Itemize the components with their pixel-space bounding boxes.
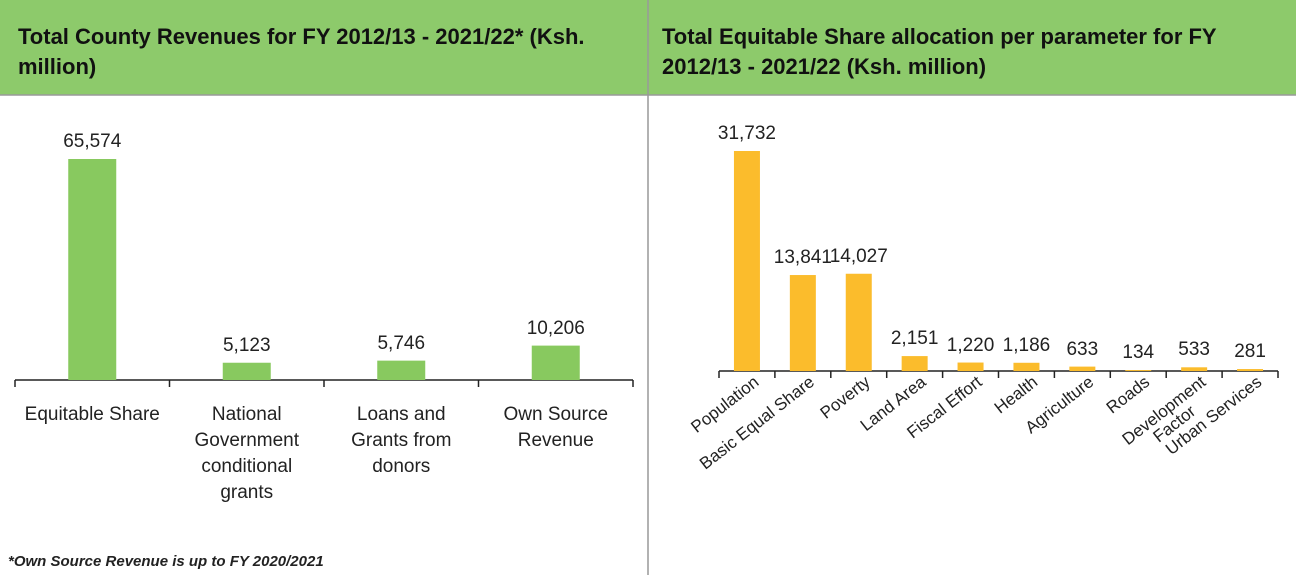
bar	[222, 362, 271, 380]
footnote: *Own Source Revenue is up to FY 2020/202…	[8, 553, 324, 570]
bar	[377, 360, 426, 380]
bar	[957, 362, 984, 371]
value-label: 1,186	[1002, 334, 1051, 356]
value-label: 65,574	[63, 131, 122, 152]
bar	[531, 345, 580, 380]
value-label: 633	[1066, 338, 1099, 360]
bar	[1125, 370, 1152, 371]
bar	[68, 159, 117, 380]
value-label: 1,220	[946, 334, 995, 356]
left-title: Total County Revenues for FY 2012/13 - 2…	[0, 0, 648, 95]
bar	[1181, 367, 1208, 371]
value-label: 134	[1122, 342, 1155, 364]
value-label: 281	[1234, 341, 1266, 363]
category-label: Loans and Grants from donors	[351, 404, 452, 477]
bar	[901, 356, 928, 371]
bar	[1013, 362, 1040, 371]
right-title: Total Equitable Share allocation per par…	[648, 0, 1296, 95]
value-label: 5,123	[222, 334, 271, 356]
bar	[1069, 366, 1096, 371]
value-label: 533	[1178, 339, 1210, 361]
category-label: Own Source Revenue	[503, 404, 609, 451]
bar	[733, 151, 760, 371]
value-label: 31,732	[717, 123, 776, 144]
category-label: National Government conditional grants	[194, 404, 300, 503]
value-label: 2,151	[890, 328, 939, 350]
bar	[1237, 369, 1264, 371]
category-label: Equitable Share	[24, 404, 160, 425]
bar	[789, 275, 816, 371]
value-label: 5,746	[377, 332, 426, 354]
value-label: 13,841	[773, 247, 832, 269]
bar	[845, 273, 872, 371]
value-label: 10,206	[526, 317, 585, 339]
value-label: 14,027	[829, 245, 888, 267]
